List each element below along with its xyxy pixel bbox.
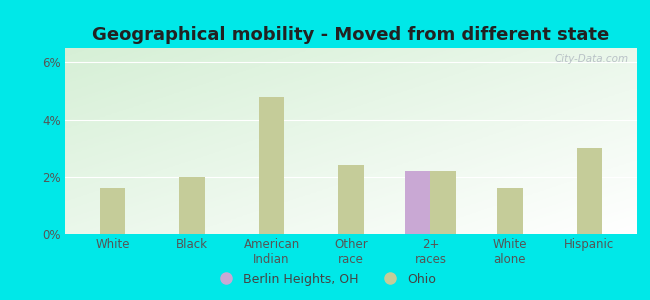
Bar (100, 188, 125, 234)
Title: Geographical mobility - Moved from different state: Geographical mobility - Moved from diffe… (92, 26, 610, 44)
Bar (259, 97, 284, 234)
Bar (338, 165, 364, 234)
Bar (405, 171, 430, 234)
Bar (179, 177, 205, 234)
Bar (577, 148, 602, 234)
Bar (430, 171, 456, 234)
Legend: Berlin Heights, OH, Ohio: Berlin Heights, OH, Ohio (209, 268, 441, 291)
Bar (497, 188, 523, 234)
Text: City-Data.com: City-Data.com (554, 54, 629, 64)
